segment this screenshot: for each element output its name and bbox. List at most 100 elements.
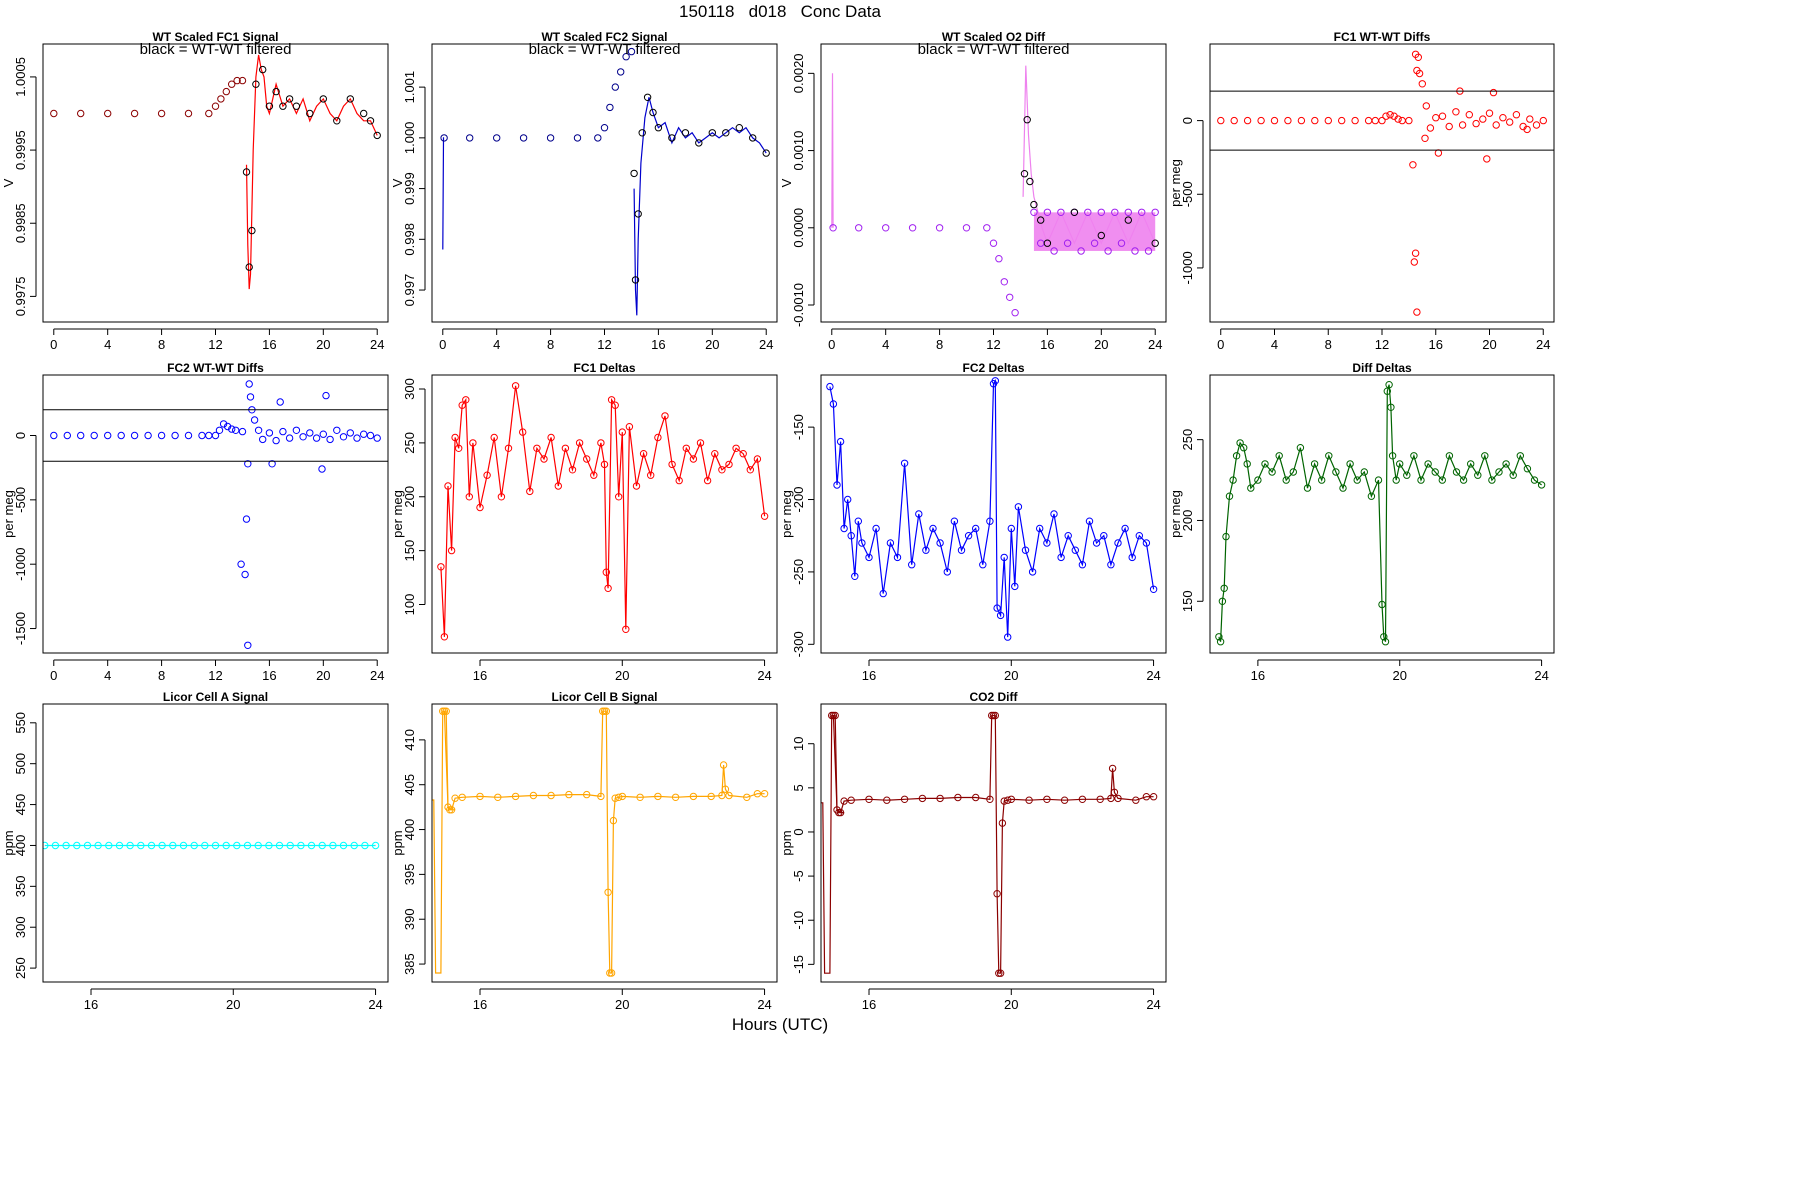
data-point <box>1467 460 1475 468</box>
x-tick-label: 20 <box>705 337 719 352</box>
data-point <box>77 431 85 440</box>
data-point <box>1445 122 1453 131</box>
data-point <box>326 435 334 444</box>
data-point <box>760 512 769 520</box>
y-tick-label: 250 <box>402 432 417 454</box>
data-point <box>1114 539 1122 547</box>
data-point <box>882 224 890 232</box>
data-point <box>1353 476 1361 484</box>
x-tick-label: 12 <box>597 337 611 352</box>
data-point <box>826 382 834 391</box>
data-point <box>104 431 112 440</box>
y-tick-label: -150 <box>791 414 806 440</box>
data-point <box>519 134 528 142</box>
y-tick-label: -5 <box>791 870 806 882</box>
data-point <box>831 711 839 720</box>
data-point <box>879 589 887 598</box>
data-point <box>1398 116 1406 125</box>
data-point <box>211 102 220 110</box>
data-point <box>1459 476 1468 484</box>
data-point <box>1452 108 1460 116</box>
y-tick-label: -0.0010 <box>791 283 806 327</box>
data-point <box>622 53 630 61</box>
data-point <box>618 428 626 436</box>
y-tick-label: 200 <box>1180 510 1195 532</box>
data-point <box>636 793 644 801</box>
data-point <box>1050 510 1058 518</box>
plot-area <box>829 65 1159 317</box>
data-point <box>144 431 152 440</box>
data-point <box>1007 795 1015 803</box>
data-point <box>1418 80 1427 88</box>
data-point <box>722 129 730 137</box>
y-tick-label: 450 <box>13 794 28 816</box>
plot-frame <box>820 43 1167 323</box>
data-point <box>1394 115 1402 123</box>
data-point <box>1036 524 1044 533</box>
data-point <box>1532 121 1541 129</box>
data-point <box>1364 116 1373 125</box>
data-point <box>1128 553 1136 562</box>
plot-frame <box>820 374 1167 654</box>
data-point <box>190 841 198 850</box>
data-point <box>1149 585 1158 593</box>
panel-p2: 0 4 8 12 16 20 24 0.997 0.998 0.999 1.000 1.001 WT S… <box>390 30 778 352</box>
data-point <box>1338 116 1346 125</box>
x-tick-label: 16 <box>262 668 276 683</box>
data-point <box>682 444 690 452</box>
y-tick-label: 400 <box>402 819 417 841</box>
data-point <box>458 401 466 409</box>
data-point <box>1023 116 1031 124</box>
data-point <box>671 793 680 801</box>
data-point <box>597 439 605 447</box>
x-tick-label: 0 <box>439 337 446 352</box>
data-point <box>476 503 484 512</box>
y-tick-label: 250 <box>1180 429 1195 451</box>
data-point <box>1243 116 1252 125</box>
series-line <box>821 714 845 974</box>
data-point <box>228 425 236 433</box>
data-point <box>43 841 49 850</box>
data-point <box>858 539 866 547</box>
plot-frame <box>1209 43 1555 323</box>
data-point <box>276 398 284 406</box>
data-point <box>855 224 863 232</box>
data-point <box>607 969 616 977</box>
data-point <box>1121 524 1129 533</box>
y-tick-label: -10 <box>791 911 806 930</box>
x-tick-label: 16 <box>473 668 487 683</box>
x-tick-label: 8 <box>936 337 943 352</box>
data-point <box>1506 118 1514 126</box>
data-point <box>630 169 638 178</box>
y-tick-label: 300 <box>13 916 28 938</box>
plot-area <box>437 382 769 641</box>
y-axis-title: V <box>390 178 405 187</box>
data-point <box>611 794 619 802</box>
data-point <box>1229 476 1237 484</box>
data-point <box>1151 208 1159 217</box>
x-tick-label: 24 <box>757 668 771 683</box>
panel-title: Licor Cell A Signal <box>163 690 268 704</box>
y-tick-label: -500 <box>13 487 28 513</box>
data-point <box>986 795 994 803</box>
x-tick-label: 16 <box>1429 337 1443 352</box>
data-point <box>1043 539 1051 547</box>
data-point <box>854 517 862 525</box>
data-point <box>466 134 474 142</box>
data-point <box>675 476 683 485</box>
data-point <box>1092 539 1101 547</box>
data-point <box>1063 239 1072 247</box>
data-point <box>1539 116 1548 125</box>
data-point <box>918 794 927 803</box>
data-point <box>201 841 209 850</box>
x-tick-label: 0 <box>50 337 57 352</box>
data-point <box>707 792 715 801</box>
data-point <box>1043 795 1051 803</box>
data-point <box>333 426 341 434</box>
data-point <box>179 841 188 850</box>
series-line <box>245 54 378 290</box>
data-point <box>1037 216 1045 224</box>
data-point <box>718 791 726 800</box>
data-point <box>865 795 873 803</box>
data-point <box>1240 444 1248 452</box>
